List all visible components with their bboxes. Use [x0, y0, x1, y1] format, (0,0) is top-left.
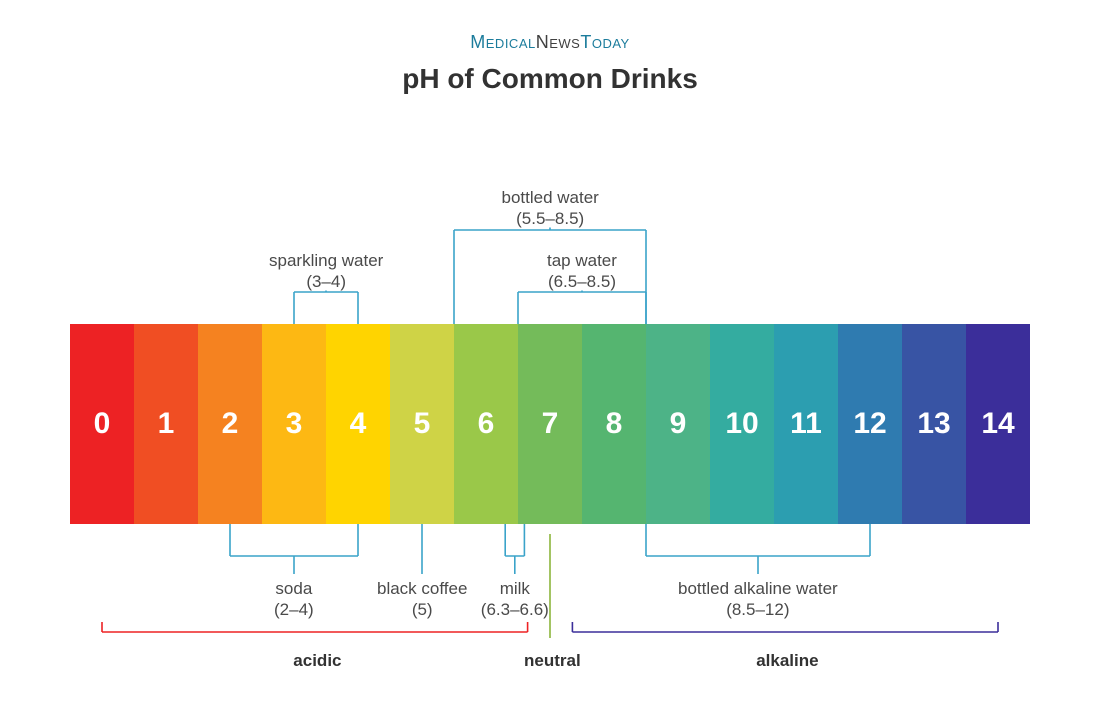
annotation-milk: milk(6.3–6.6)	[481, 578, 549, 621]
region-neutral: neutral	[524, 650, 581, 671]
annotation-black-coffee: black coffee(5)	[377, 578, 467, 621]
annotation-alkaline-water: bottled alkaline water(8.5–12)	[678, 578, 838, 621]
region-alkaline: alkaline	[756, 650, 818, 671]
annotation-bottled-water: bottled water(5.5–8.5)	[502, 187, 599, 230]
annotation-lines	[0, 32, 1100, 723]
annotation-sparkling-water: sparkling water(3–4)	[269, 250, 383, 293]
annotation-tap-water: tap water(6.5–8.5)	[547, 250, 617, 293]
annotation-soda: soda(2–4)	[274, 578, 314, 621]
region-acidic: acidic	[293, 650, 341, 671]
